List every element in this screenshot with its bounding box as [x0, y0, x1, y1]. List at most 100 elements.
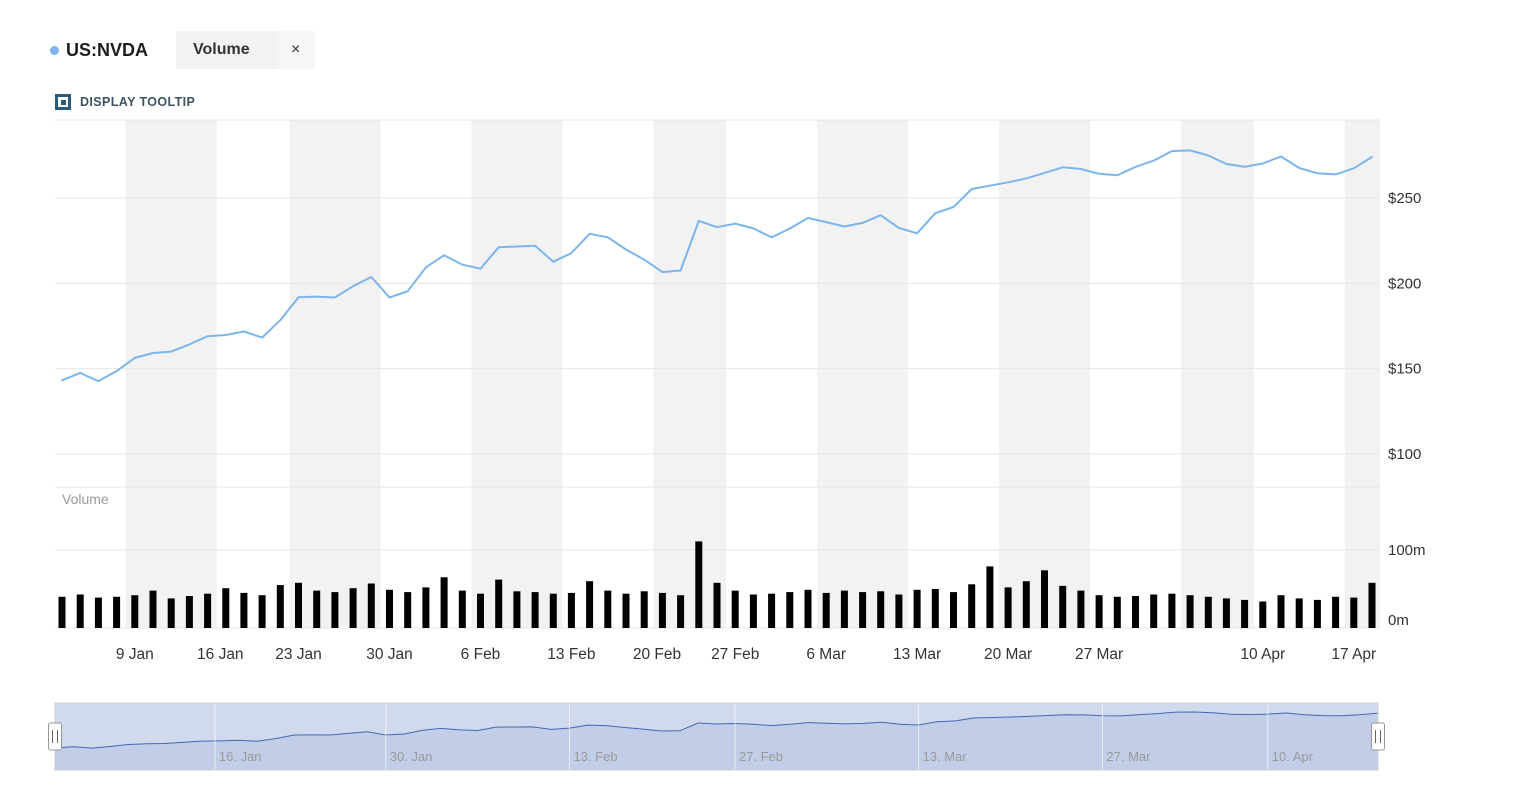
x-axis-label: 13 Mar [893, 646, 941, 663]
volume-bar [58, 596, 66, 628]
volume-bar [913, 589, 921, 628]
volume-bar [113, 596, 121, 628]
week-plot-band [125, 120, 217, 628]
x-axis-label: 16 Jan [197, 646, 244, 663]
volume-bar [349, 588, 357, 628]
volume-bar [586, 581, 594, 628]
x-axis-label: 27 Feb [711, 646, 759, 663]
volume-tab-label: Volume [193, 41, 250, 58]
navigator-label: 30. Jan [390, 749, 433, 764]
volume-bar [877, 591, 885, 628]
volume-bar [822, 592, 830, 628]
y-axis-label-price: $100 [1388, 446, 1421, 463]
volume-bar [531, 592, 539, 628]
volume-bar [786, 592, 794, 628]
volume-bar [677, 595, 685, 628]
chart-legend: US:NVDA Volume × [50, 31, 315, 69]
volume-bar [222, 588, 230, 628]
volume-bar [131, 595, 139, 628]
volume-bar [622, 593, 630, 628]
volume-indicator-tab[interactable]: Volume × [176, 31, 315, 69]
volume-bar [1132, 596, 1139, 628]
week-plot-band [1344, 120, 1380, 628]
y-axis-label-volume: 0m [1388, 612, 1409, 629]
volume-bar [695, 541, 703, 628]
volume-bar [731, 590, 739, 628]
navigator-label: 13. Feb [574, 749, 618, 764]
volume-pane-label: Volume [62, 491, 109, 507]
volume-bar [713, 582, 721, 628]
volume-bar [1241, 599, 1249, 628]
volume-bar [640, 591, 648, 628]
y-axis-label-price: $250 [1388, 190, 1421, 207]
volume-bar [1186, 595, 1194, 628]
x-axis-label: 9 Jan [116, 646, 154, 663]
volume-bar [477, 593, 484, 628]
x-axis-label: 10 Apr [1240, 646, 1285, 663]
y-axis-label-price: $200 [1388, 275, 1421, 292]
plot-area[interactable] [55, 120, 1380, 628]
volume-bar [804, 589, 812, 628]
volume-bar [1259, 601, 1267, 628]
display-tooltip-label: DISPLAY TOOLTIP [80, 95, 196, 109]
volume-bar [1368, 582, 1376, 628]
volume-bar [1113, 596, 1121, 628]
week-plot-band [999, 120, 1090, 628]
navigator-label: 16. Jan [219, 749, 262, 764]
display-tooltip-toggle[interactable]: DISPLAY TOOLTIP [55, 94, 195, 110]
volume-bar [1041, 570, 1048, 628]
x-axis-label: 20 Feb [633, 646, 681, 663]
volume-bar [1332, 596, 1340, 628]
checkbox-inner-mark [60, 99, 66, 105]
series-legend-item[interactable]: US:NVDA [50, 40, 148, 61]
volume-bar [404, 592, 412, 628]
x-axis-label: 13 Feb [547, 646, 595, 663]
volume-bar [94, 597, 102, 628]
x-axis-label: 6 Feb [461, 646, 501, 663]
volume-bar [1168, 593, 1176, 628]
volume-bar [76, 594, 84, 628]
volume-bar [549, 593, 557, 628]
x-axis-label: 23 Jan [275, 646, 322, 663]
volume-bar [240, 592, 248, 628]
close-volume-tab-button[interactable]: × [276, 31, 315, 69]
volume-bar [1095, 595, 1103, 628]
volume-bar [440, 577, 448, 628]
volume-bar [276, 585, 284, 628]
navigator-right-handle[interactable] [1371, 722, 1385, 751]
volume-bar [386, 589, 393, 628]
volume-bar [331, 592, 339, 628]
volume-bar [768, 593, 776, 628]
volume-bar [495, 579, 503, 628]
volume-bar [1004, 587, 1012, 628]
navigator-label: 27. Mar [1106, 749, 1151, 764]
week-plot-band [289, 120, 381, 628]
volume-bar [367, 583, 375, 628]
volume-bar [1150, 594, 1158, 628]
x-axis-label: 17 Apr [1331, 646, 1376, 663]
x-axis-label: 30 Jan [366, 646, 413, 663]
volume-bar [1022, 581, 1030, 628]
volume-bar [513, 591, 521, 628]
volume-bar [1350, 597, 1358, 628]
navigator-selected-range[interactable] [55, 703, 1378, 770]
volume-bar [1077, 590, 1085, 628]
navigator-left-handle[interactable] [48, 722, 62, 751]
volume-bar [604, 590, 612, 628]
week-plot-band [1181, 120, 1254, 628]
x-axis-label: 27 Mar [1075, 646, 1123, 663]
volume-bar [185, 596, 193, 628]
volume-bar [149, 590, 157, 628]
volume-bar [1313, 599, 1321, 628]
week-plot-band [653, 120, 727, 628]
volume-bar [458, 590, 466, 628]
volume-bar [895, 594, 903, 628]
volume-bar [422, 587, 430, 628]
series-color-dot [50, 45, 59, 55]
checkbox-icon [55, 94, 71, 110]
volume-bar [1059, 585, 1067, 628]
volume-bar [1222, 598, 1230, 628]
navigator-label: 13. Mar [923, 749, 968, 764]
navigator-label: 27. Feb [739, 749, 783, 764]
